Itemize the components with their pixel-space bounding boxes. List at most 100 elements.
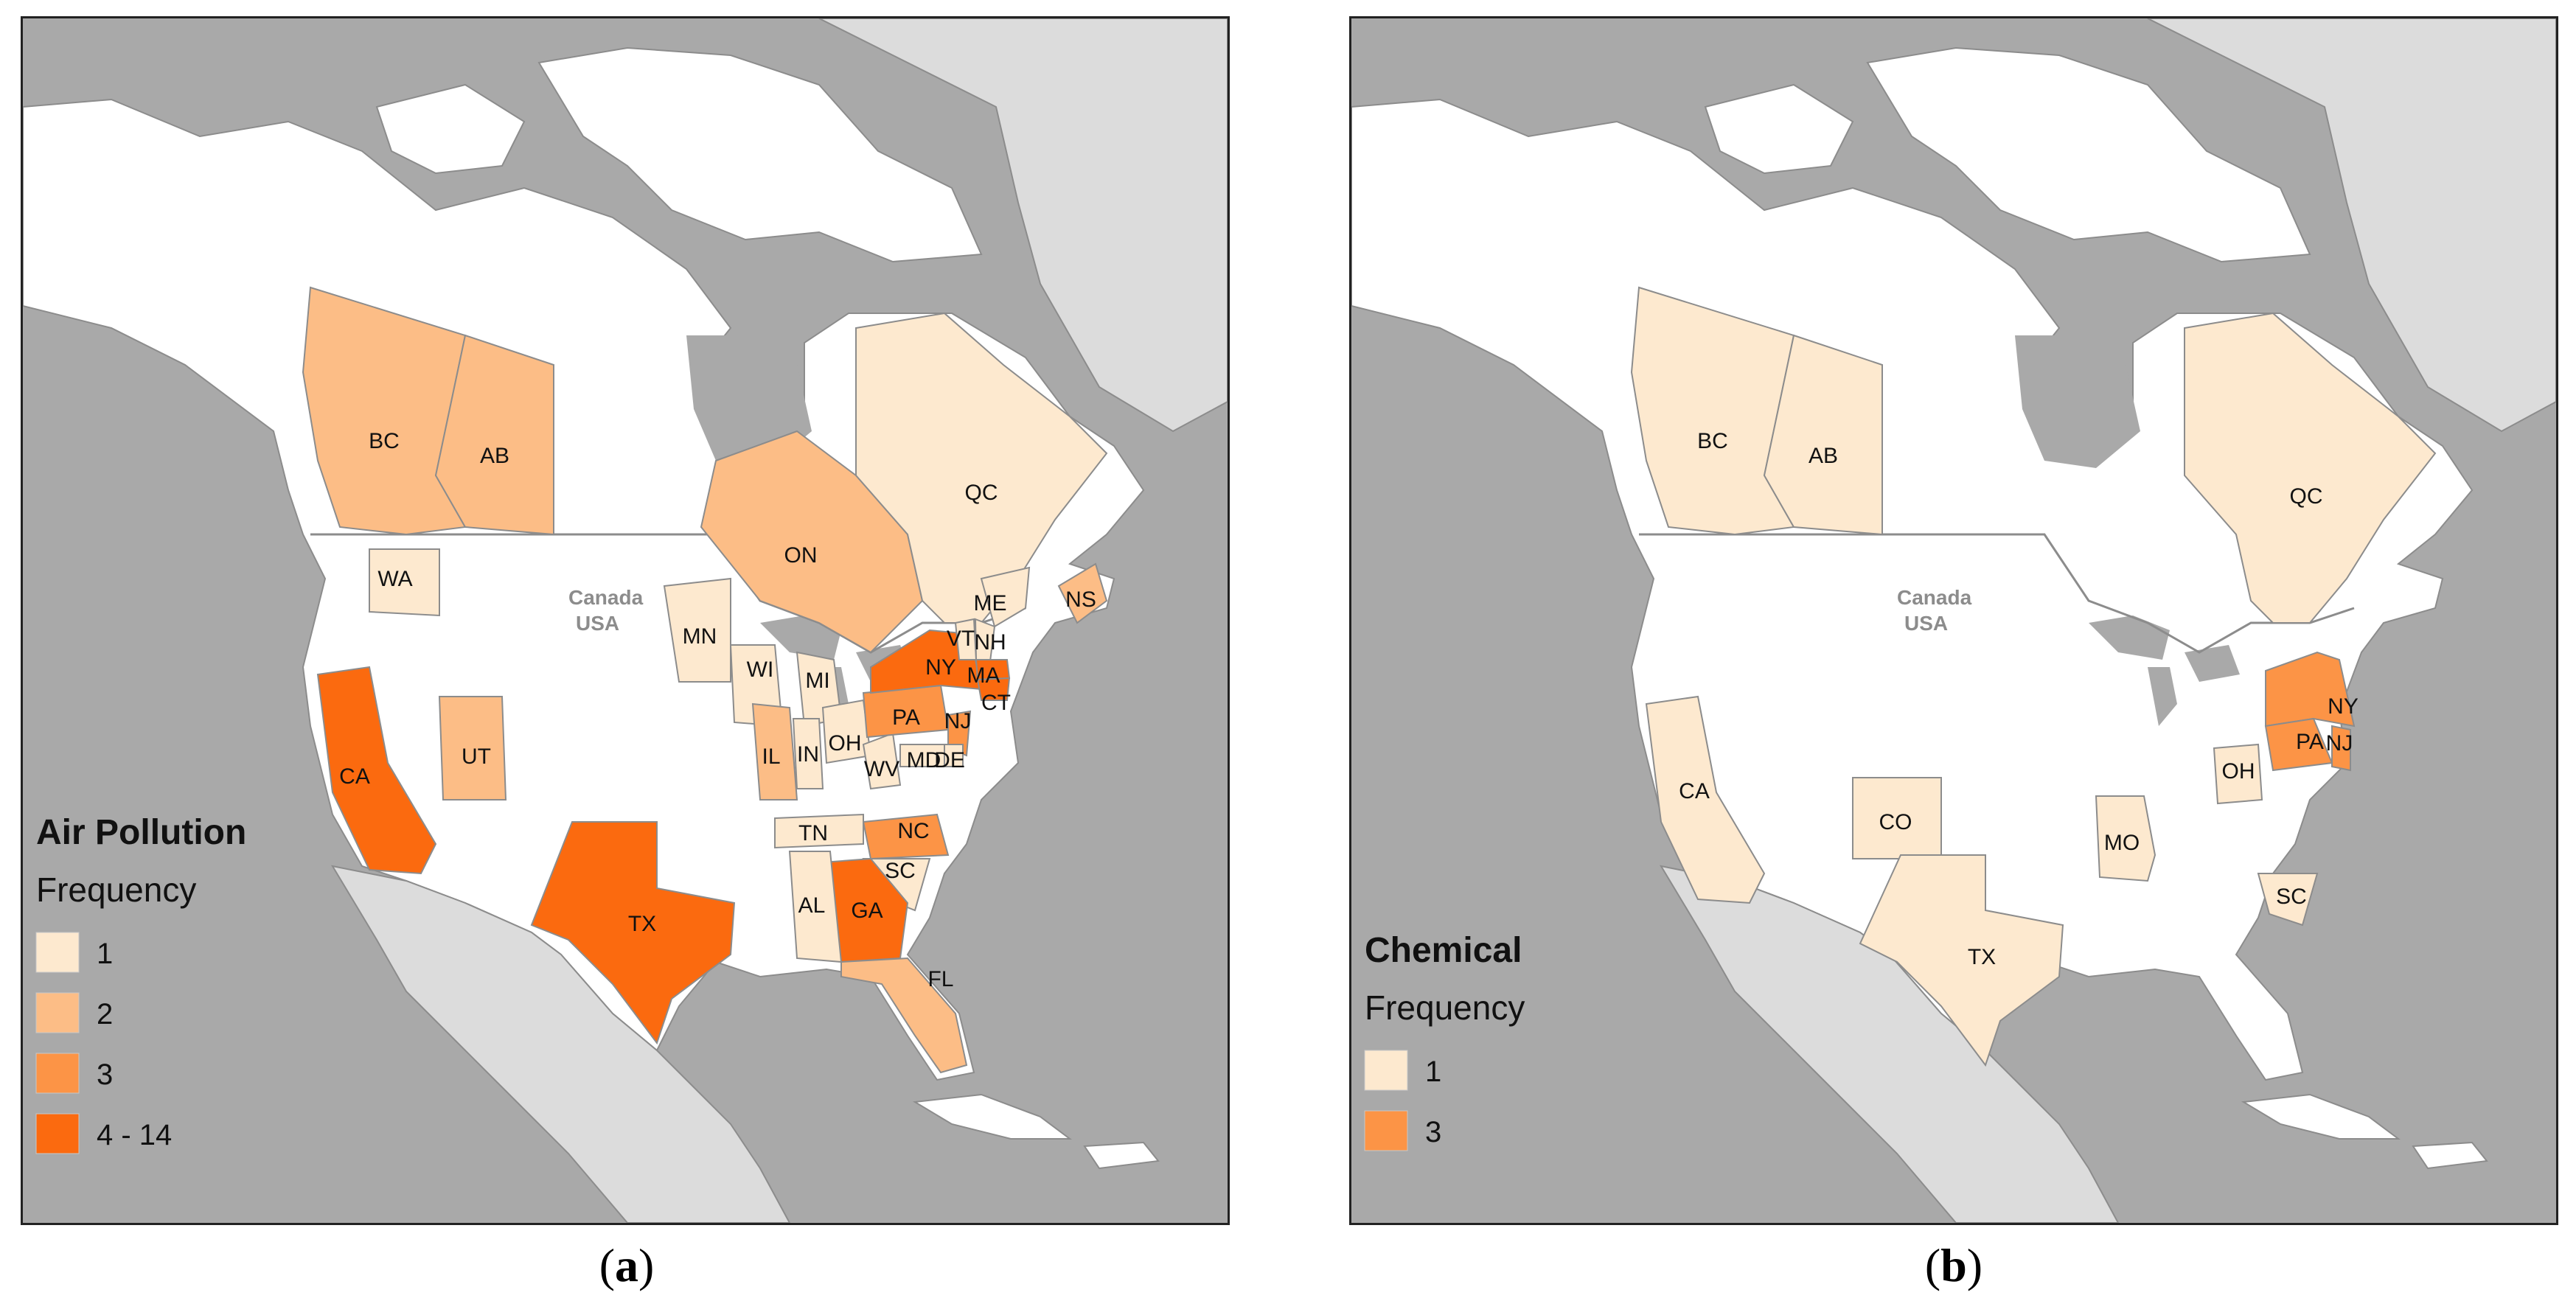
border-label-canada: Canada <box>568 586 644 609</box>
legend-title: Air Pollution <box>36 813 246 852</box>
region-ca <box>1645 695 1766 904</box>
region-mn <box>663 577 731 683</box>
region-label-ab: AB <box>1809 444 1838 468</box>
region-label-ny: NY <box>925 655 956 680</box>
legend-label: 3 <box>97 1058 113 1091</box>
region-label-il: IL <box>762 744 780 769</box>
region-label-oh: OH <box>2222 759 2255 784</box>
region-label-ny: NY <box>2328 694 2359 719</box>
region-label-ga: GA <box>851 899 883 923</box>
legend-label: 1 <box>97 938 113 970</box>
region-fl <box>840 957 968 1074</box>
region-mo <box>2095 795 2156 882</box>
region-ns <box>1057 562 1108 624</box>
legend: Air Pollution Frequency 1 2 3 4 - 14 <box>35 813 246 1154</box>
region-label-nj: NJ <box>2326 731 2353 756</box>
region-label-co: CO <box>1879 810 1912 834</box>
region-sc <box>2257 873 2319 927</box>
region-wv <box>862 732 902 790</box>
region-il <box>751 702 798 800</box>
hispaniola <box>1083 1141 1160 1170</box>
legend-swatch <box>35 1113 80 1154</box>
region-label-oh: OH <box>829 731 862 756</box>
legend-title: Chemical <box>1365 931 1522 970</box>
legend-label: 3 <box>1425 1116 1441 1148</box>
border-label-canada: Canada <box>1897 586 1972 609</box>
region-ab <box>1763 334 1883 536</box>
region-label-ma: MA <box>967 663 1000 688</box>
region-label-mi: MI <box>805 669 829 693</box>
region-ab <box>434 334 554 536</box>
region-nj <box>2331 725 2351 772</box>
legend-subtitle: Frequency <box>36 871 196 909</box>
hispaniola <box>2412 1141 2488 1170</box>
legend-swatch <box>35 932 80 973</box>
legend-label: 4 - 14 <box>97 1119 172 1151</box>
region-label-ct: CT <box>981 691 1011 715</box>
region-label-tx: TX <box>628 912 656 936</box>
legend-swatch <box>35 992 80 1033</box>
region-ca <box>316 666 437 875</box>
region-label-de: DE <box>934 748 965 772</box>
region-ut <box>438 696 507 800</box>
arctic-island-west <box>1704 83 1854 175</box>
region-label-ut: UT <box>462 744 491 769</box>
caption-b: (b) <box>1924 1239 1983 1291</box>
region-label-in: IN <box>797 742 819 767</box>
region-label-qc: QC <box>2290 484 2323 509</box>
region-tx <box>530 821 736 1045</box>
region-label-bc: BC <box>369 429 400 453</box>
region-on <box>700 430 924 654</box>
legend-subtitle: Frequency <box>1365 988 1525 1027</box>
region-label-wa: WA <box>377 567 412 591</box>
arctic-islands <box>1866 46 2311 263</box>
caption-letter: b <box>1940 1239 1967 1291</box>
lake-superior <box>2089 615 2170 660</box>
region-label-mn: MN <box>683 624 717 649</box>
region-nc <box>862 813 950 860</box>
region-label-nj: NJ <box>944 709 972 733</box>
region-label-ca: CA <box>339 764 370 789</box>
region-label-nc: NC <box>897 819 929 843</box>
region-label-mo: MO <box>2104 831 2140 855</box>
region-label-wv: WV <box>864 757 899 781</box>
lake-michigan <box>2148 667 2177 726</box>
border-label-usa: USA <box>576 612 619 635</box>
region-label-ab: AB <box>480 444 509 468</box>
region-label-me: ME <box>974 591 1007 615</box>
greenland <box>818 18 1228 433</box>
legend-swatch <box>1364 1050 1408 1091</box>
hudson-bay <box>2015 335 2140 468</box>
mexico <box>1659 865 2120 1223</box>
caption-letter: a <box>615 1239 638 1291</box>
map-panel-b: BC AB QC CA CO MO TX OH SC NY PA NJ Canada USA Chemica… <box>1349 16 2558 1225</box>
region-label-vt: VT <box>947 627 975 651</box>
cuba <box>2241 1093 2401 1140</box>
region-in <box>792 718 824 789</box>
arctic-islands <box>537 46 983 263</box>
region-label-ca: CA <box>1679 779 1710 803</box>
legend-label: 2 <box>97 998 113 1030</box>
region-label-al: AL <box>798 893 826 918</box>
caption-a: (a) <box>599 1239 655 1291</box>
region-me <box>980 566 1031 628</box>
legend-swatch <box>1364 1110 1408 1151</box>
region-label-bc: BC <box>1697 429 1728 453</box>
hudson-bay <box>686 335 812 468</box>
region-wa <box>369 548 440 617</box>
lake-superior <box>760 615 841 660</box>
region-ct <box>976 677 1011 701</box>
legend-label: 1 <box>1425 1056 1441 1088</box>
lake-huron <box>2185 645 2240 682</box>
region-label-nh: NH <box>974 630 1006 655</box>
region-de <box>944 744 964 767</box>
region-oh <box>2213 743 2263 805</box>
region-label-sc: SC <box>2276 885 2307 909</box>
legend-swatch <box>35 1053 80 1094</box>
legend: Chemical Frequency 1 3 <box>1364 931 1525 1151</box>
region-label-qc: QC <box>965 481 998 505</box>
mexico <box>330 865 791 1223</box>
border-label-usa: USA <box>1904 612 1948 635</box>
region-tx <box>1859 854 2064 1067</box>
